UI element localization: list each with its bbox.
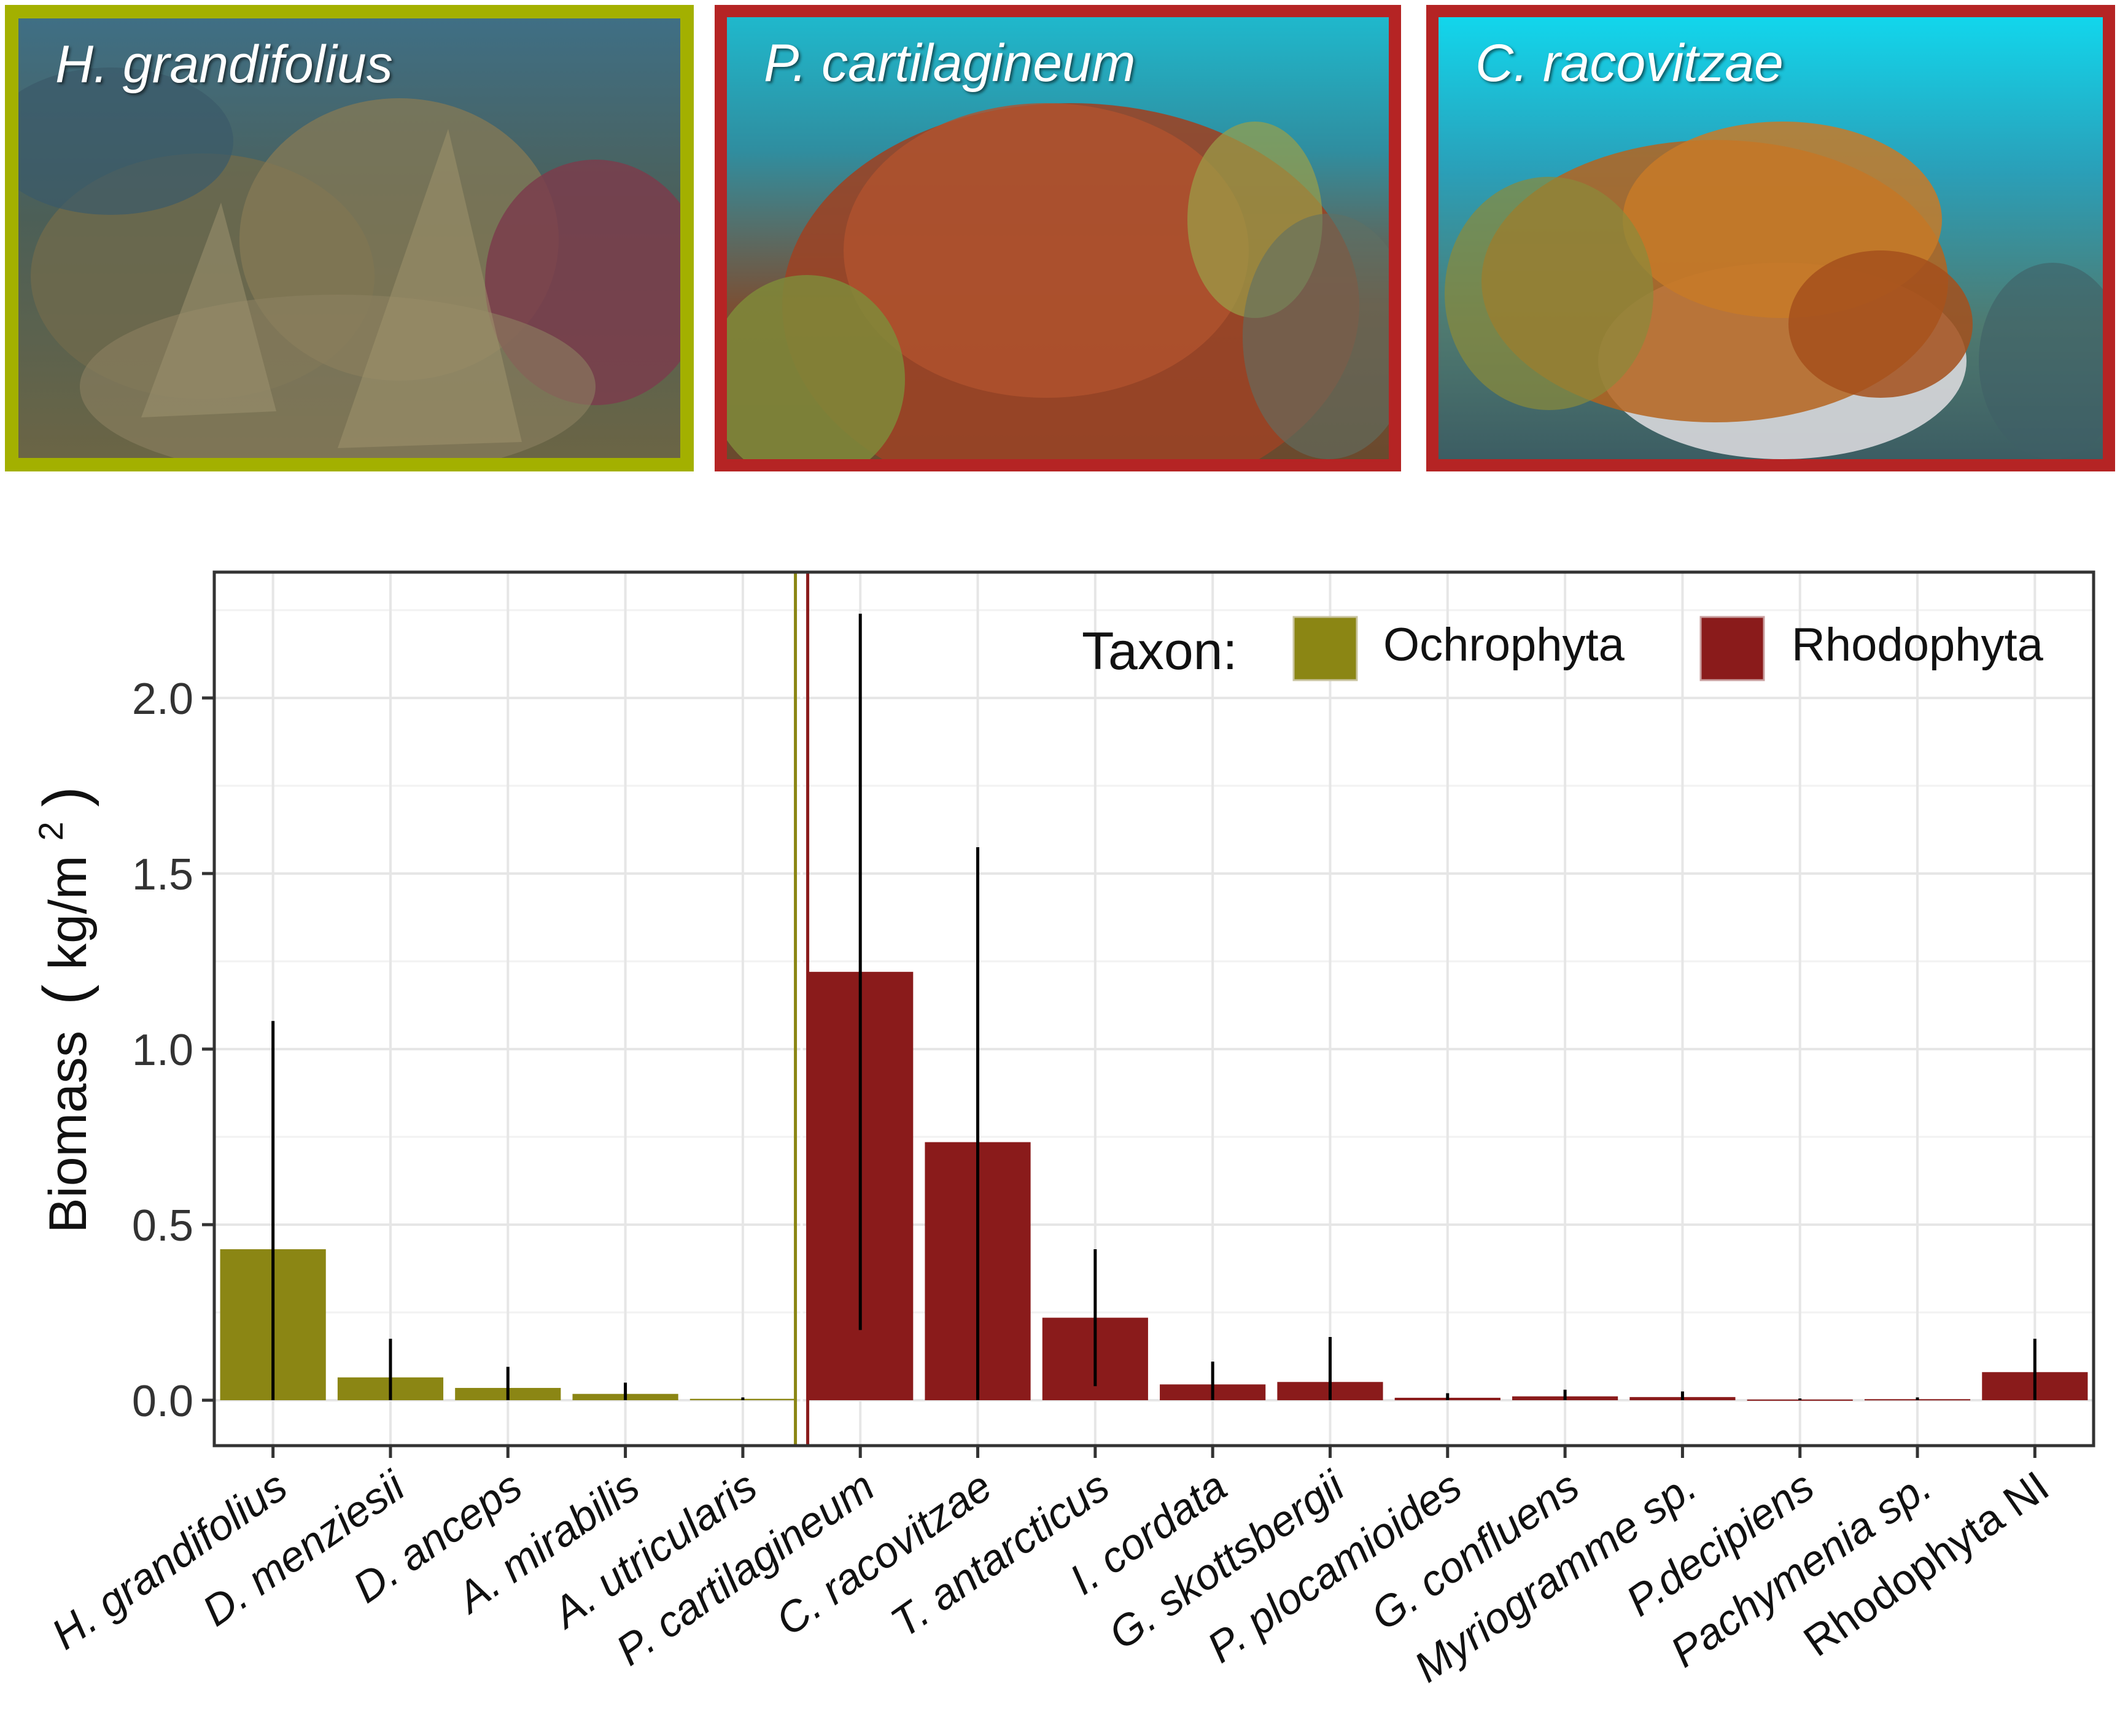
legend-label-rhodophyta: Rhodophyta xyxy=(1792,619,2044,671)
legend: Taxon: Ochrophyta Rhodophyta xyxy=(1082,616,2044,681)
y-tick-label: 0.0 xyxy=(132,1377,193,1426)
y-tick-label: 1.0 xyxy=(132,1026,193,1075)
legend-label-ochrophyta: Ochrophyta xyxy=(1383,619,1625,671)
legend-swatch-rhodophyta xyxy=(1699,616,1765,681)
plot-frame xyxy=(212,570,2095,1447)
legend-swatch-ochrophyta xyxy=(1292,616,1358,681)
y-tick-label: 1.5 xyxy=(132,850,193,899)
y-axis-title-unit: kg/m xyxy=(39,856,98,970)
error-bars xyxy=(271,613,2037,1400)
red-algae-photo-illustration xyxy=(727,103,1389,459)
y-axis-paren-open: ( xyxy=(31,985,99,1005)
legend-title: Taxon: xyxy=(1082,622,1237,681)
svg-text:Biomass ( kg/m: Biomass ( kg/m 2 ) xyxy=(15,786,99,1233)
photo-caption: H. grandifolius xyxy=(55,35,393,94)
photo-caption: P. cartilagineum xyxy=(764,34,1136,93)
photo-p-cartilagineum: P. cartilagineum xyxy=(715,5,1401,471)
y-axis-title-exponent: 2 xyxy=(31,821,70,840)
y-axis-title-main: Biomass xyxy=(39,1031,98,1233)
kelp-photo-illustration xyxy=(18,68,680,458)
photo-caption: C. racovitzae xyxy=(1475,34,1784,93)
photo-h-grandifolius: H. grandifolius xyxy=(5,5,694,471)
y-tick-label: 2.0 xyxy=(132,675,193,724)
orange-algae-photo-illustration xyxy=(1445,122,2103,459)
y-tick-label: 0.5 xyxy=(132,1201,193,1250)
taxon-divider xyxy=(794,572,810,1446)
grid-lines xyxy=(214,572,2094,1446)
photo-c-racovitzae: C. racovitzae xyxy=(1426,5,2115,471)
y-axis: 0.0 0.5 1.0 1.5 2.0 xyxy=(132,675,214,1426)
y-axis-title: Biomass ( kg/m 2 ) xyxy=(15,786,99,1233)
y-axis-paren-close: ) xyxy=(31,786,99,807)
bars xyxy=(220,972,2088,1401)
